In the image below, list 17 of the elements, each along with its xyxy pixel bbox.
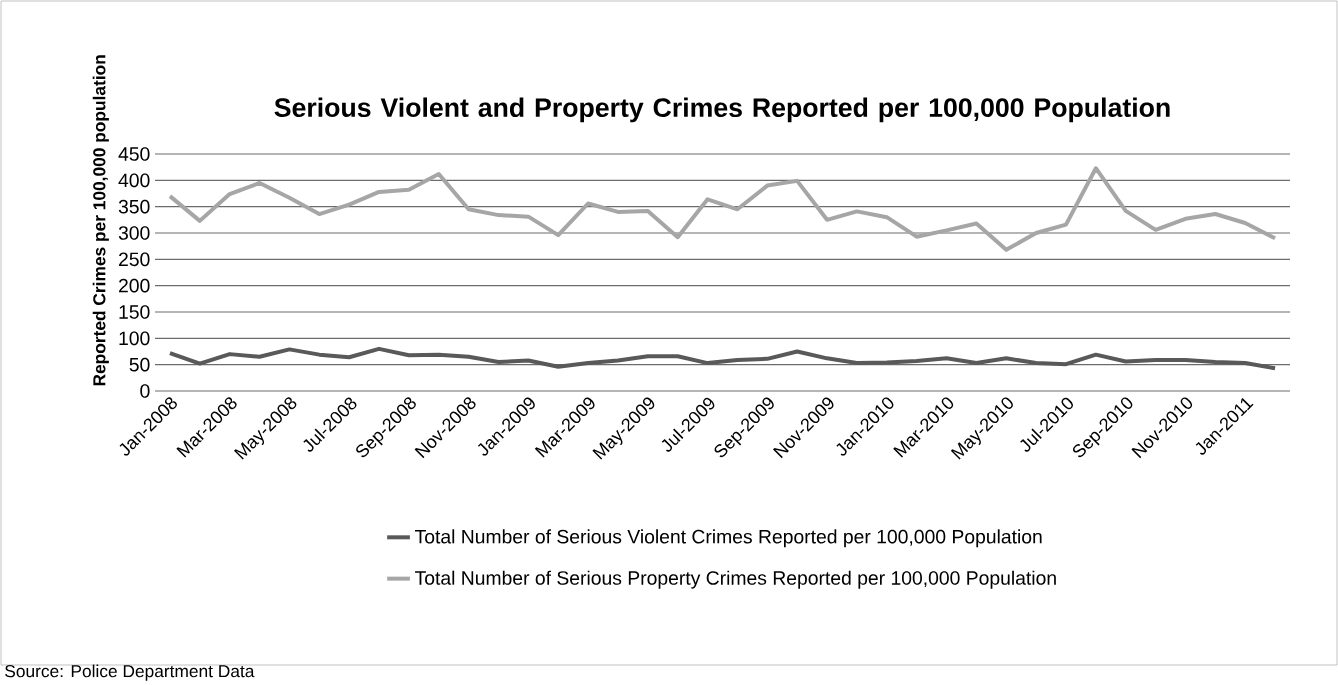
y-tick-label: 150 [119, 305, 150, 319]
legend-label: Total Number of Serious Violent Crimes Reported per 100,000 Population [415, 529, 1042, 548]
y-tick-label: 300 [118, 226, 150, 240]
y-tick-label: 200 [119, 278, 150, 293]
y-tick-label: 400 [118, 173, 150, 188]
legend-label: Total Number of Serious Property Crimes Reported per 100,000 Population [415, 570, 1056, 589]
y-tick-label: 50 [129, 357, 150, 372]
y-tick-label: 350 [118, 199, 150, 214]
y-tick-label: 450 [118, 147, 150, 161]
line-series [167, 166, 1278, 252]
line-series [167, 346, 1278, 371]
y-tick-label: 250 [119, 252, 150, 267]
source-note: Source: Police Department Data [5, 664, 255, 681]
y-tick-label: 0 [140, 384, 150, 398]
y-axis-title: Reported Crimes per 100,000 population [92, 55, 109, 386]
chart-title: Serious Violent and Property Crimes Reported per 100,000 Population [274, 97, 1170, 123]
y-tick-label: 100 [119, 331, 150, 346]
